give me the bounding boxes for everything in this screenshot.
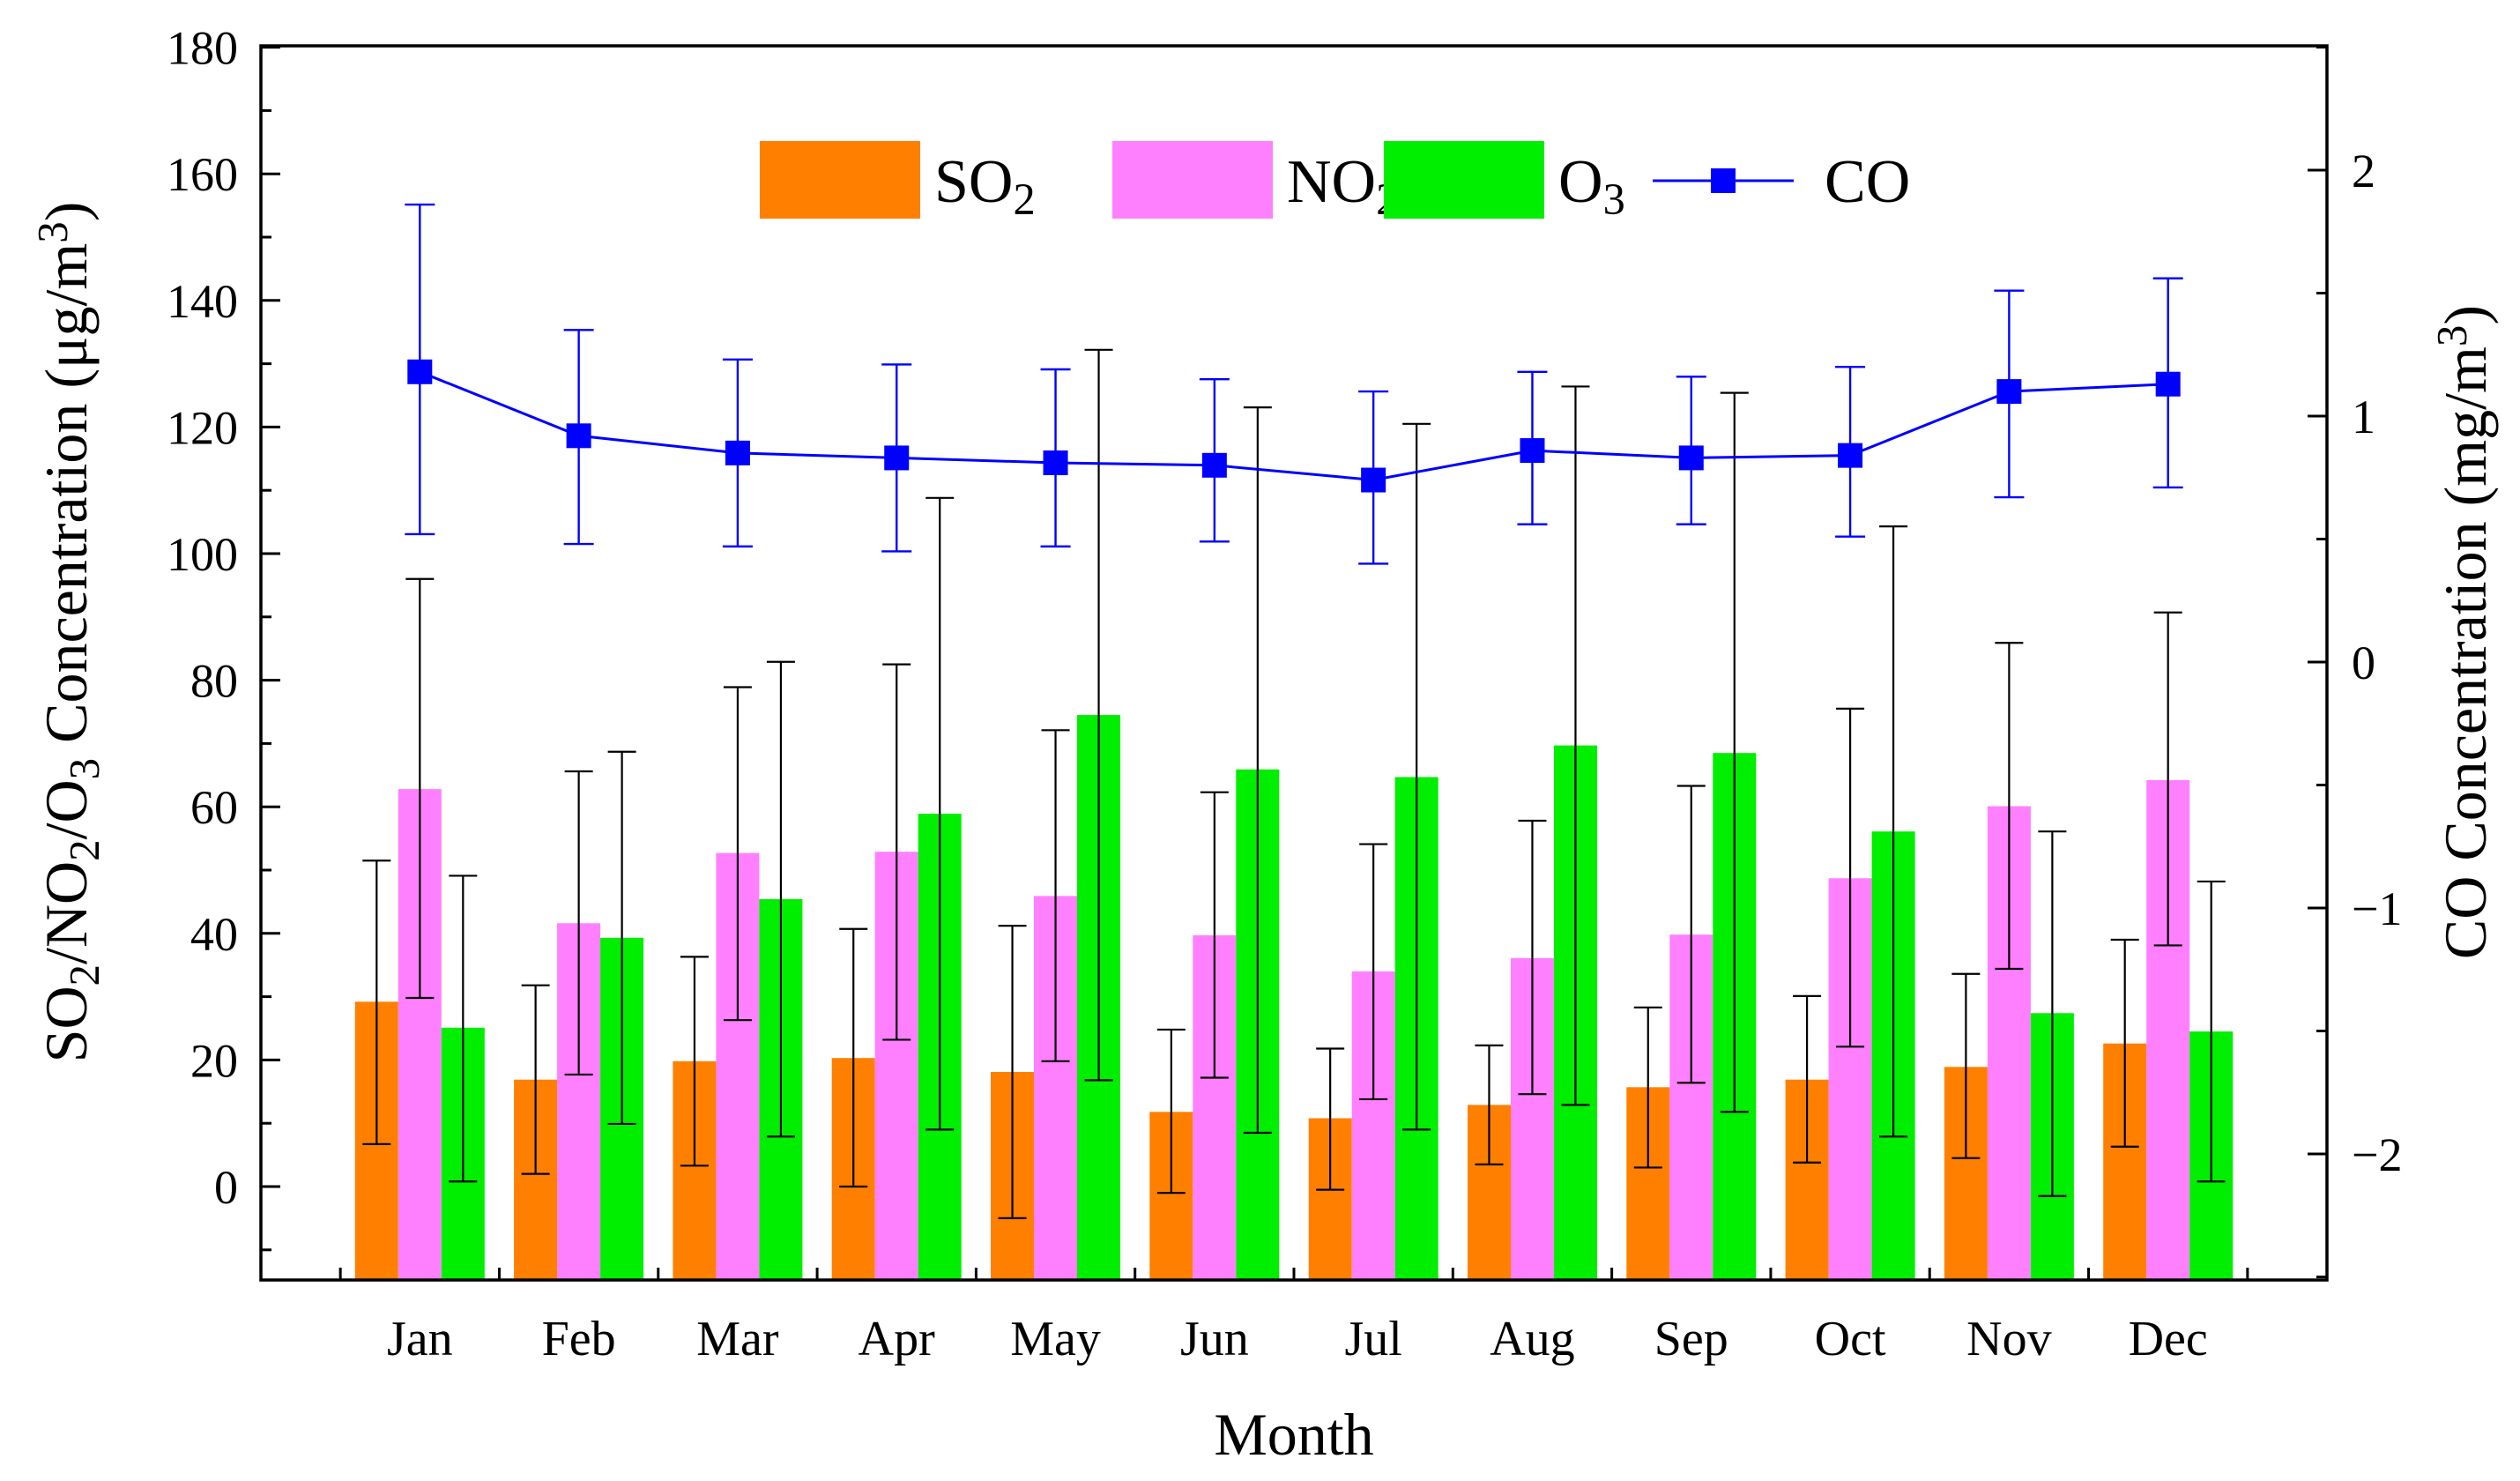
co-marker-oct (1838, 443, 1863, 468)
error-bar-no2-aug (1518, 819, 1547, 1096)
error-bar-o3-may (1084, 348, 1113, 1082)
x-tick-label-aug: Aug (1490, 1312, 1574, 1366)
x-tick-label-nov: Nov (1966, 1312, 2051, 1366)
x-tick-label-jan: Jan (387, 1312, 453, 1366)
left-tick-label: 140 (167, 275, 238, 328)
left-tick-label: 0 (214, 1161, 238, 1214)
error-bar-no2-dec (2153, 611, 2182, 947)
error-bar-so2-jun (1156, 1028, 1186, 1194)
co-marker-apr (884, 445, 910, 471)
left-tick-label: 20 (190, 1034, 238, 1087)
x-axis-title: Month (1214, 1401, 1373, 1468)
error-bar-so2-nov (1951, 972, 1981, 1159)
error-bar-so2-dec (2110, 938, 2139, 1148)
co-marker-dec (2155, 371, 2181, 397)
error-bar-so2-feb (521, 984, 550, 1175)
left-tick-label: 180 (167, 22, 238, 75)
x-tick-label-apr: Apr (859, 1312, 935, 1366)
error-bar-no2-oct (1836, 707, 1865, 1048)
error-bar-no2-may (1041, 729, 1070, 1062)
x-tick-label-feb: Feb (542, 1312, 616, 1366)
co-marker-aug (1520, 438, 1545, 464)
error-bar-so2-mar (680, 956, 709, 1167)
x-tick-label-jul: Jul (1344, 1312, 1401, 1366)
error-bar-o3-jan (449, 874, 478, 1183)
error-bar-no2-jan (405, 577, 435, 1000)
x-tick-label-mar: Mar (696, 1312, 779, 1366)
error-bar-so2-oct (1793, 994, 1822, 1164)
error-bar-o3-feb (607, 750, 636, 1126)
left-tick-label: 80 (190, 655, 238, 708)
x-tick-label-oct: Oct (1815, 1312, 1886, 1366)
left-tick-label: 60 (190, 781, 238, 834)
error-bar-no2-feb (564, 770, 593, 1076)
error-bar-o3-jul (1402, 422, 1431, 1131)
legend-label-o3: O3 (1558, 148, 1625, 224)
error-bar-no2-nov (1995, 642, 2024, 971)
x-tick-label-dec: Dec (2129, 1312, 2208, 1366)
co-marker-feb (566, 423, 591, 449)
error-bar-so2-apr (839, 927, 868, 1188)
error-bar-so2-jul (1316, 1047, 1345, 1191)
x-tick-label-jun: Jun (1180, 1312, 1249, 1366)
error-bar-so2-jan (362, 860, 391, 1145)
error-bar-no2-sep (1676, 785, 1706, 1084)
right-tick-label: −2 (2352, 1128, 2402, 1181)
right-tick-label: 1 (2352, 391, 2375, 443)
left-tick-label: 120 (167, 401, 238, 454)
co-marker-jun (1201, 452, 1227, 478)
legend-swatch-o3 (1384, 141, 1544, 219)
error-bar-so2-aug (1475, 1044, 1504, 1165)
error-bar-o3-apr (925, 496, 955, 1131)
right-axis-title: CO Concentration (mg/m3) (2427, 305, 2499, 959)
co-marker-may (1043, 450, 1068, 476)
left-tick-label: 40 (190, 908, 238, 961)
error-bar-no2-jul (1359, 843, 1388, 1101)
error-bar-o3-nov (2038, 830, 2067, 1197)
legend-label-co: CO (1825, 148, 1910, 216)
co-marker-mar (725, 440, 750, 465)
error-bar-o3-mar (766, 660, 795, 1138)
error-bar-so2-may (998, 925, 1027, 1220)
legend-swatch-so2 (760, 141, 920, 219)
error-bar-no2-jun (1200, 791, 1229, 1079)
co-marker-jul (1361, 467, 1386, 493)
error-bar-o3-aug (1561, 385, 1590, 1106)
error-bar-o3-jun (1243, 406, 1272, 1135)
right-tick-label: −1 (2352, 882, 2402, 935)
co-line (419, 370, 2168, 482)
error-bar-o3-sep (1720, 391, 1749, 1113)
error-bar-no2-mar (723, 686, 752, 1022)
legend-swatch-no2 (1112, 141, 1273, 219)
error-bar-no2-apr (882, 663, 911, 1041)
legend-label-so2: SO2 (934, 148, 1036, 224)
co-marker-nov (1996, 379, 2022, 405)
error-bar-so2-sep (1633, 1006, 1662, 1169)
co-marker-sep (1678, 445, 1704, 471)
co-marker-jan (407, 359, 433, 384)
legend-marker-co (1711, 168, 1736, 193)
left-axis-title: SO2/NO2/O3 Concentration (μg/m3) (28, 202, 108, 1063)
right-tick-label: 2 (2352, 145, 2375, 197)
x-tick-label-may: May (1010, 1312, 1101, 1366)
right-tick-label: 0 (2352, 636, 2375, 689)
left-tick-label: 100 (167, 528, 238, 581)
x-tick-label-sep: Sep (1654, 1312, 1728, 1366)
error-bar-o3-dec (2197, 880, 2226, 1183)
left-tick-label: 160 (167, 148, 238, 201)
error-bar-o3-oct (1879, 525, 1908, 1138)
